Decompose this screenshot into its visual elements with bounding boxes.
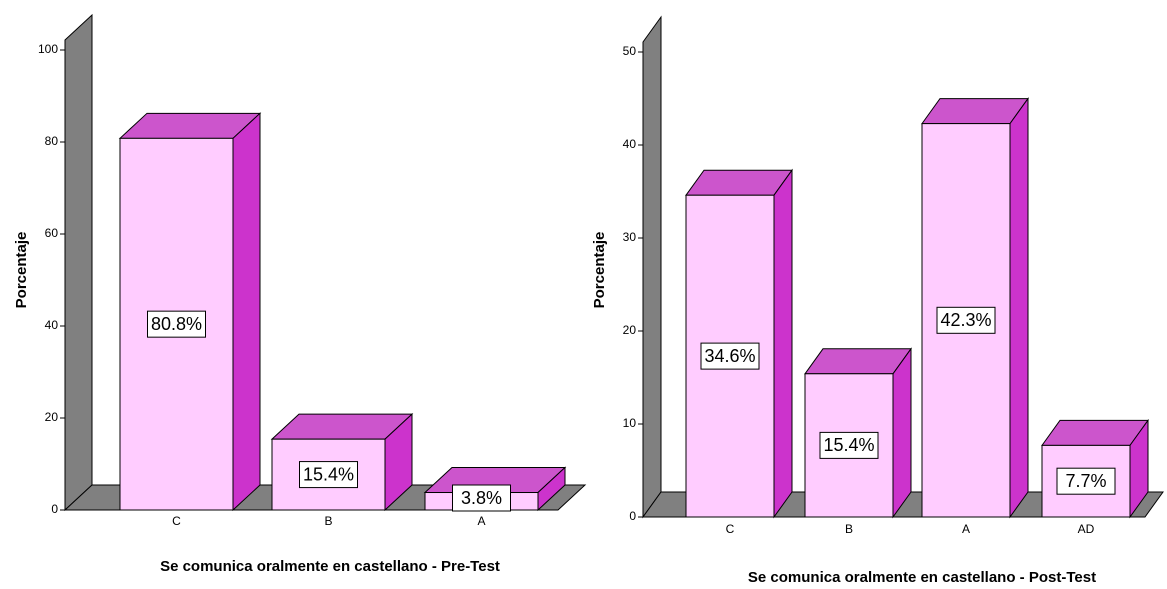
bar-side: [773, 168, 793, 519]
x-axis-title: Se comunica oralmente en castellano - Pr…: [160, 558, 500, 575]
back-wall: [64, 13, 93, 512]
value-label: 15.4%: [823, 435, 874, 455]
value-label: 80.8%: [151, 314, 202, 334]
x-tick-label: C: [172, 514, 181, 528]
value-label: 15.4%: [303, 464, 354, 484]
y-tick-label: 40: [623, 137, 637, 151]
bar-side: [232, 112, 261, 512]
value-label: 3.8%: [461, 488, 502, 508]
y-tick-label: 60: [45, 226, 59, 240]
value-label-box: [936, 306, 996, 334]
value-label-box: [452, 484, 511, 512]
x-tick-label: B: [845, 522, 853, 536]
x-tick-label: B: [324, 514, 332, 528]
y-tick-label: 30: [623, 230, 637, 244]
value-label-box: [700, 342, 760, 370]
x-tick-label: AD: [1078, 522, 1095, 536]
value-label-box: [819, 431, 879, 459]
value-label: 42.3%: [940, 310, 991, 330]
x-tick-label: A: [962, 522, 970, 536]
bar-side: [892, 347, 912, 519]
y-tick-label: 80: [45, 134, 59, 148]
y-tick-label: 40: [45, 318, 59, 332]
y-tick-label: 0: [51, 502, 58, 516]
y-tick-label: 0: [629, 509, 636, 523]
y-tick-label: 100: [38, 42, 58, 56]
value-label-box: [147, 310, 206, 338]
value-label-box: [299, 461, 358, 489]
back-wall: [642, 15, 662, 519]
y-tick-label: 10: [623, 416, 637, 430]
x-tick-label: C: [726, 522, 735, 536]
y-axis-title: Porcentaje: [13, 232, 30, 309]
value-label: 34.6%: [704, 346, 755, 366]
value-label-box: [1056, 467, 1116, 495]
bar-side: [1009, 97, 1029, 519]
x-tick-label: A: [477, 514, 485, 528]
value-label: 7.7%: [1065, 471, 1106, 491]
y-axis-title: Porcentaje: [591, 232, 608, 309]
y-tick-label: 20: [623, 323, 637, 337]
y-tick-label: 50: [623, 44, 637, 58]
x-axis-title: Se comunica oralmente en castellano - Po…: [748, 569, 1096, 586]
y-tick-label: 20: [45, 410, 59, 424]
